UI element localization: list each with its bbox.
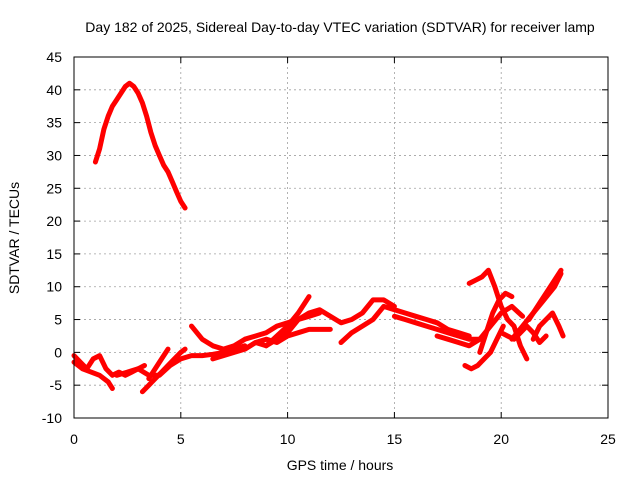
y-tick-label: 45 [46,49,62,65]
y-axis-label: SDTVAR / TECUs [6,182,22,294]
y-tick-label: -10 [42,410,62,426]
series-arc-b [71,359,115,391]
y-tick-label: -5 [50,377,63,393]
series-arc-l [434,303,526,349]
series-arc-m [462,323,506,372]
y-tick-label: 40 [46,82,62,98]
y-tick-label: 25 [46,180,62,196]
x-tick-label: 20 [493,431,509,447]
series-arc-g [210,294,312,362]
series-arc-r [530,310,566,342]
series-group [71,80,566,395]
grid [74,57,608,418]
plot-frame [73,56,609,419]
series-arc-i [263,297,397,349]
series-arc-high [92,80,188,211]
x-tick-label: 15 [387,431,403,447]
y-tick-label: 20 [46,213,62,229]
axis-ticks: 0 5 10 15 20 25 -10 -5 0 5 10 15 20 25 30 35 40 45 [42,49,616,447]
chart-title: Day 182 of 2025, Sidereal Day-to-day VTE… [85,19,595,35]
x-tick-label: 10 [280,431,296,447]
series-arc-e [146,346,171,382]
y-tick-label: 10 [46,279,62,295]
series-arc-j [338,303,472,345]
series-arc-d [139,346,188,395]
x-tick-label: 5 [177,431,185,447]
series-arc-c [114,343,248,378]
series-arc-h [242,326,333,352]
y-tick-label: 5 [54,312,62,328]
y-tick-label: 35 [46,115,62,131]
x-axis-label: GPS time / hours [287,457,394,473]
x-tick-label: 0 [70,431,78,447]
series-arc-q [526,267,564,322]
series-arc-o [477,290,515,355]
x-tick-label: 25 [600,431,616,447]
y-tick-label: 30 [46,147,62,163]
series-arc-k [391,313,483,342]
series-arc-s [498,323,549,345]
y-tick-label: 0 [54,344,62,360]
y-tick-label: 15 [46,246,62,262]
